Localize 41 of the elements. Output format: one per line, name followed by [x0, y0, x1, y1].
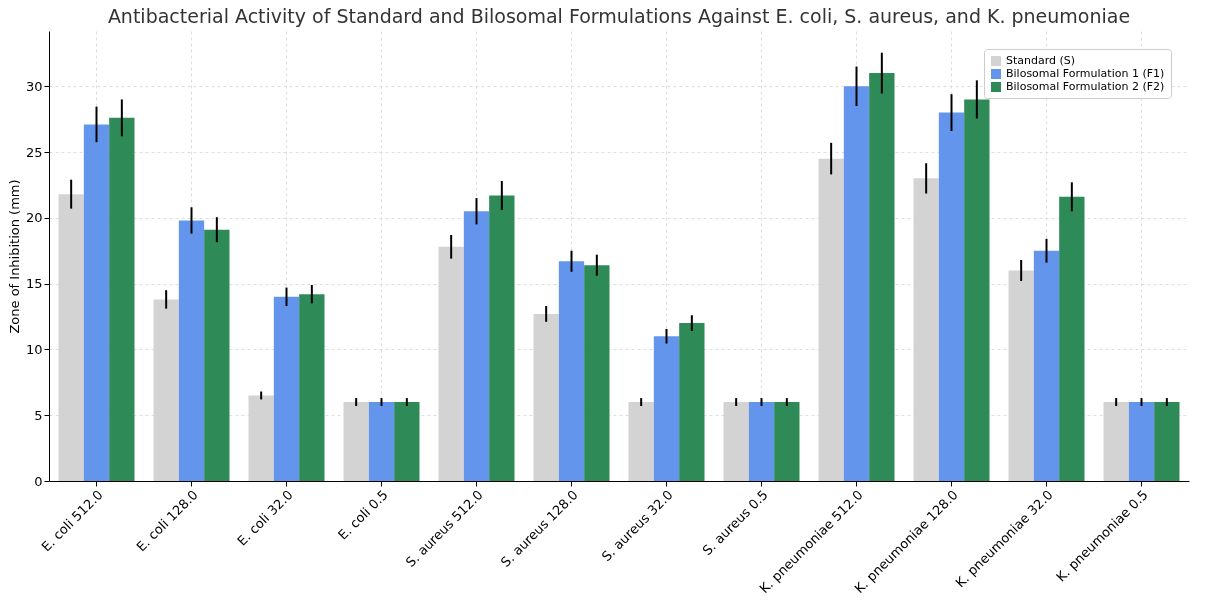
- bar: [83, 124, 110, 481]
- legend-label: Bilosomal Formulation 1 (F1): [1006, 67, 1165, 80]
- bar: [964, 99, 990, 481]
- bar: [584, 265, 610, 481]
- bar: [1128, 402, 1155, 481]
- bar: [869, 73, 895, 481]
- y-tick-label: 5: [34, 407, 43, 423]
- chart-title: Antibacterial Activity of Standard and Bilosomal Formulations Against E. coli, S. aureus, and K. pneumoniae: [107, 5, 1131, 27]
- bar: [913, 178, 939, 481]
- bar: [109, 117, 135, 481]
- bar: [653, 336, 680, 481]
- bar: [299, 294, 325, 481]
- bar: [368, 402, 395, 481]
- y-tick-label: 0: [34, 473, 43, 489]
- bar: [489, 195, 515, 481]
- bar: [1154, 402, 1180, 481]
- bar: [938, 112, 965, 481]
- y-tick-label: 25: [25, 144, 43, 160]
- y-tick-label: 15: [25, 276, 43, 292]
- y-tick-label: 10: [25, 341, 43, 357]
- bar: [558, 261, 585, 481]
- bar: [273, 296, 300, 481]
- legend-label: Standard (S): [1006, 54, 1076, 67]
- bar: [343, 402, 369, 481]
- bar: [463, 211, 490, 481]
- y-tick-label: 20: [25, 210, 43, 226]
- bar: [843, 86, 870, 481]
- bar: [1008, 270, 1034, 481]
- bar: [394, 402, 420, 481]
- bar: [204, 229, 230, 481]
- y-axis-title: Zone of Inhibition (mm): [6, 179, 22, 334]
- bar: [1059, 196, 1085, 481]
- y-tick-label: 30: [25, 78, 43, 94]
- bar: [774, 402, 800, 481]
- bar: [438, 246, 464, 481]
- bar: [1033, 250, 1060, 481]
- bar: [748, 402, 775, 481]
- bar: [679, 323, 705, 481]
- x-tick-label: E. coli 0.5: [335, 487, 391, 543]
- legend-label: Bilosomal Formulation 2 (F2): [1006, 80, 1165, 93]
- bar: [178, 220, 205, 481]
